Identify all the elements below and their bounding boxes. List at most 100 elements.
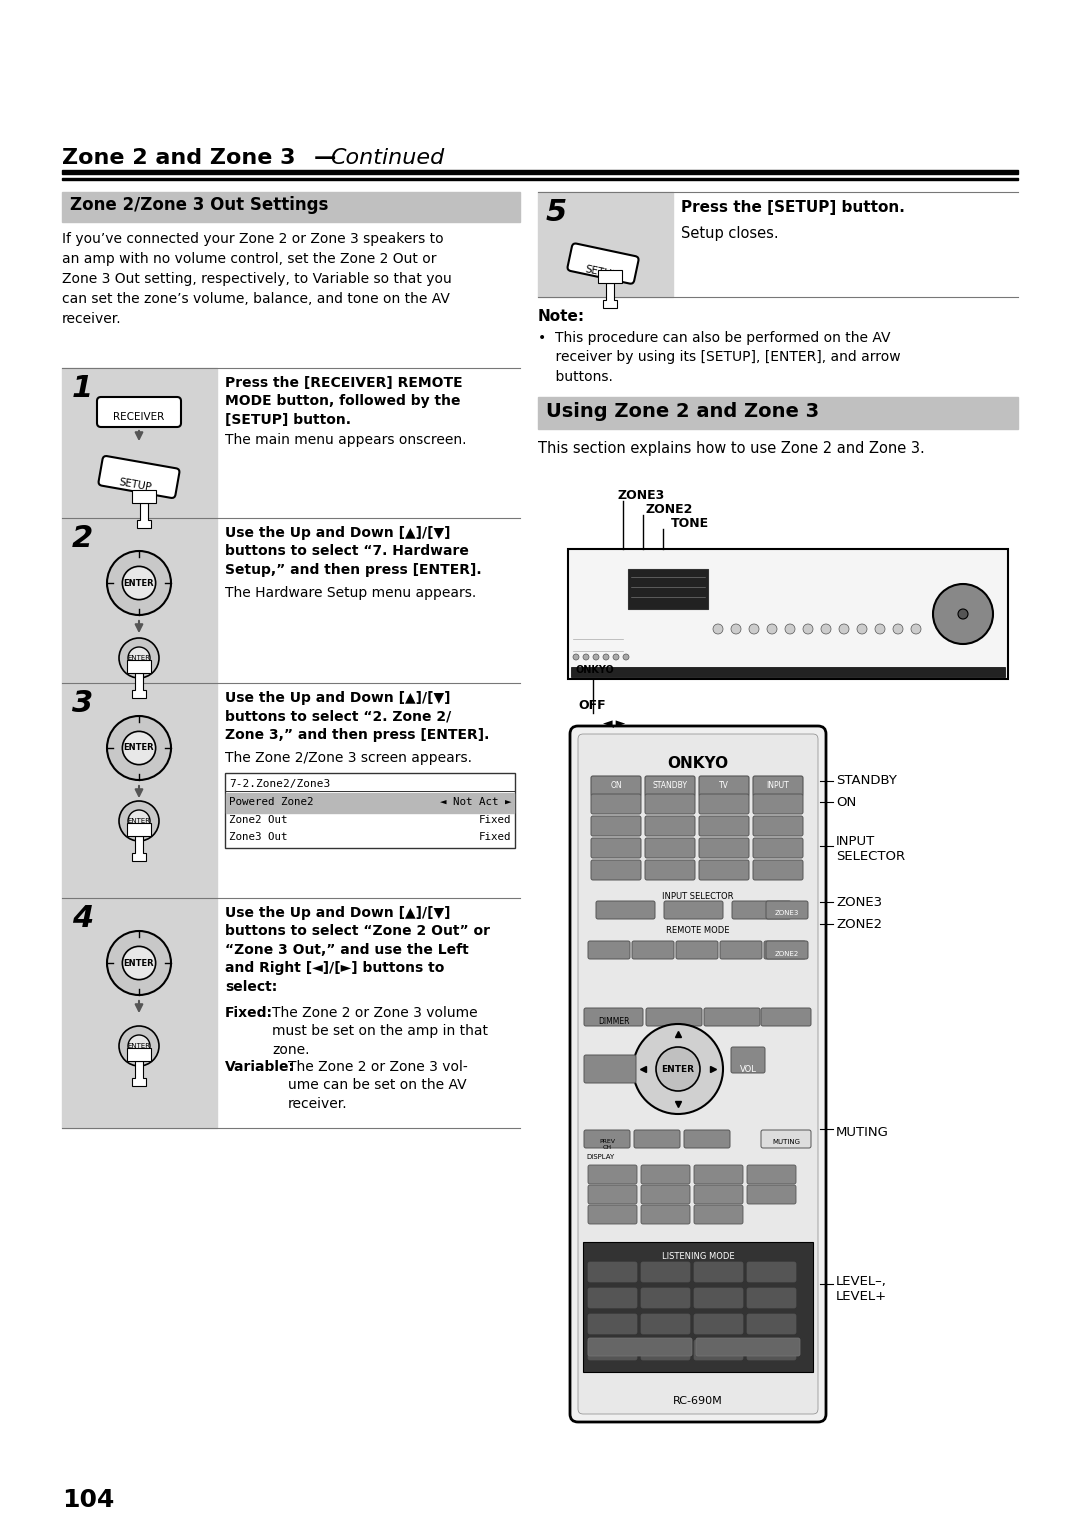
Text: 2: 2 (72, 524, 93, 553)
Polygon shape (127, 1048, 151, 1060)
FancyBboxPatch shape (596, 902, 654, 918)
Circle shape (893, 623, 903, 634)
Text: If you’ve connected your Zone 2 or Zone 3 speakers to
an amp with no volume cont: If you’ve connected your Zone 2 or Zone … (62, 232, 451, 325)
Circle shape (821, 623, 831, 634)
Circle shape (633, 1024, 723, 1114)
Text: Setup closes.: Setup closes. (681, 226, 779, 241)
Circle shape (858, 623, 867, 634)
Circle shape (129, 646, 150, 669)
FancyBboxPatch shape (645, 837, 696, 859)
Text: ZONE3: ZONE3 (618, 489, 665, 503)
Text: Use the Up and Down [▲]/[▼]
buttons to select “7. Hardware
Setup,” and then pres: Use the Up and Down [▲]/[▼] buttons to s… (225, 526, 482, 576)
Bar (225, 773, 515, 848)
Polygon shape (132, 1060, 146, 1086)
Text: Use the Up and Down [▲]/[▼]
buttons to select “2. Zone 2/
Zone 3,” and then pres: Use the Up and Down [▲]/[▼] buttons to s… (225, 691, 489, 741)
Circle shape (839, 623, 849, 634)
Text: 4: 4 (72, 905, 93, 934)
FancyBboxPatch shape (766, 941, 808, 960)
Bar (62, 898, 217, 1128)
Bar (568, 549, 1008, 678)
FancyBboxPatch shape (642, 1186, 690, 1204)
Text: Zone 2/Zone 3 Out Settings: Zone 2/Zone 3 Out Settings (70, 196, 328, 214)
Text: MUTING: MUTING (772, 1138, 800, 1144)
FancyBboxPatch shape (720, 941, 762, 960)
Text: ENTER: ENTER (124, 958, 154, 967)
FancyBboxPatch shape (747, 1288, 796, 1308)
FancyBboxPatch shape (588, 1262, 637, 1282)
FancyBboxPatch shape (591, 837, 642, 859)
Circle shape (107, 552, 171, 614)
Circle shape (129, 1034, 150, 1057)
Text: Using Zone 2 and Zone 3: Using Zone 2 and Zone 3 (546, 402, 819, 422)
Circle shape (912, 623, 921, 634)
Text: INPUT SELECTOR: INPUT SELECTOR (662, 892, 733, 902)
FancyBboxPatch shape (731, 1047, 765, 1073)
Text: ONKYO: ONKYO (576, 665, 615, 675)
Text: MUTING: MUTING (836, 1126, 889, 1138)
Circle shape (750, 623, 759, 634)
FancyBboxPatch shape (764, 941, 806, 960)
Bar (583, 1242, 813, 1372)
FancyBboxPatch shape (761, 1131, 811, 1148)
Text: ENTER: ENTER (124, 579, 154, 587)
Circle shape (731, 623, 741, 634)
Text: Zone3 Out: Zone3 Out (229, 833, 287, 842)
Circle shape (122, 946, 156, 979)
FancyBboxPatch shape (642, 1262, 690, 1282)
Bar (62, 170, 1018, 174)
Circle shape (122, 567, 156, 599)
Text: ZONE3: ZONE3 (836, 895, 882, 909)
Circle shape (119, 639, 159, 678)
Text: Powered Zone2: Powered Zone2 (229, 798, 313, 807)
FancyBboxPatch shape (645, 795, 696, 814)
Text: VOL: VOL (740, 1065, 756, 1074)
Text: ON: ON (610, 781, 622, 790)
Circle shape (573, 654, 579, 660)
Text: ENTER: ENTER (661, 1065, 694, 1074)
Text: Note:: Note: (538, 309, 585, 324)
FancyBboxPatch shape (753, 837, 804, 859)
Circle shape (713, 623, 723, 634)
Polygon shape (132, 490, 156, 503)
Text: ZONE2: ZONE2 (774, 950, 799, 957)
FancyBboxPatch shape (696, 1339, 800, 1355)
Text: 5: 5 (546, 199, 567, 228)
FancyBboxPatch shape (694, 1164, 743, 1184)
Bar (538, 193, 673, 296)
Text: LISTENING MODE: LISTENING MODE (662, 1251, 734, 1261)
FancyBboxPatch shape (694, 1262, 743, 1282)
FancyBboxPatch shape (588, 1314, 637, 1334)
Text: DISPLAY: DISPLAY (586, 1154, 615, 1160)
FancyBboxPatch shape (694, 1340, 743, 1360)
Bar (62, 518, 217, 683)
Circle shape (119, 1025, 159, 1067)
FancyBboxPatch shape (632, 941, 674, 960)
Text: ZONE2: ZONE2 (836, 917, 882, 931)
Text: OFF: OFF (578, 698, 606, 712)
Bar (627, 568, 708, 610)
FancyBboxPatch shape (747, 1186, 796, 1204)
Text: ONKYO: ONKYO (667, 756, 729, 772)
Text: STANDBY: STANDBY (652, 781, 688, 790)
Text: LEVEL–,
LEVEL+: LEVEL–, LEVEL+ (836, 1274, 887, 1303)
FancyBboxPatch shape (568, 243, 638, 284)
Text: 1: 1 (72, 374, 93, 403)
Text: ZONE3: ZONE3 (774, 911, 799, 915)
Polygon shape (598, 270, 622, 283)
Text: REMOTE MODE: REMOTE MODE (666, 926, 730, 935)
FancyBboxPatch shape (664, 902, 723, 918)
Polygon shape (127, 660, 151, 672)
Circle shape (593, 654, 599, 660)
Circle shape (933, 584, 993, 643)
Text: TV: TV (719, 781, 729, 790)
FancyBboxPatch shape (684, 1131, 730, 1148)
FancyBboxPatch shape (704, 1008, 760, 1025)
Text: INPUT: INPUT (767, 781, 789, 790)
Text: This section explains how to use Zone 2 and Zone 3.: This section explains how to use Zone 2 … (538, 442, 924, 455)
Text: SETUP: SETUP (118, 477, 152, 492)
Text: 3: 3 (72, 689, 93, 718)
Circle shape (583, 654, 589, 660)
Text: Continued: Continued (330, 148, 444, 168)
FancyBboxPatch shape (642, 1206, 690, 1224)
Text: Fixed:: Fixed: (225, 1005, 273, 1021)
